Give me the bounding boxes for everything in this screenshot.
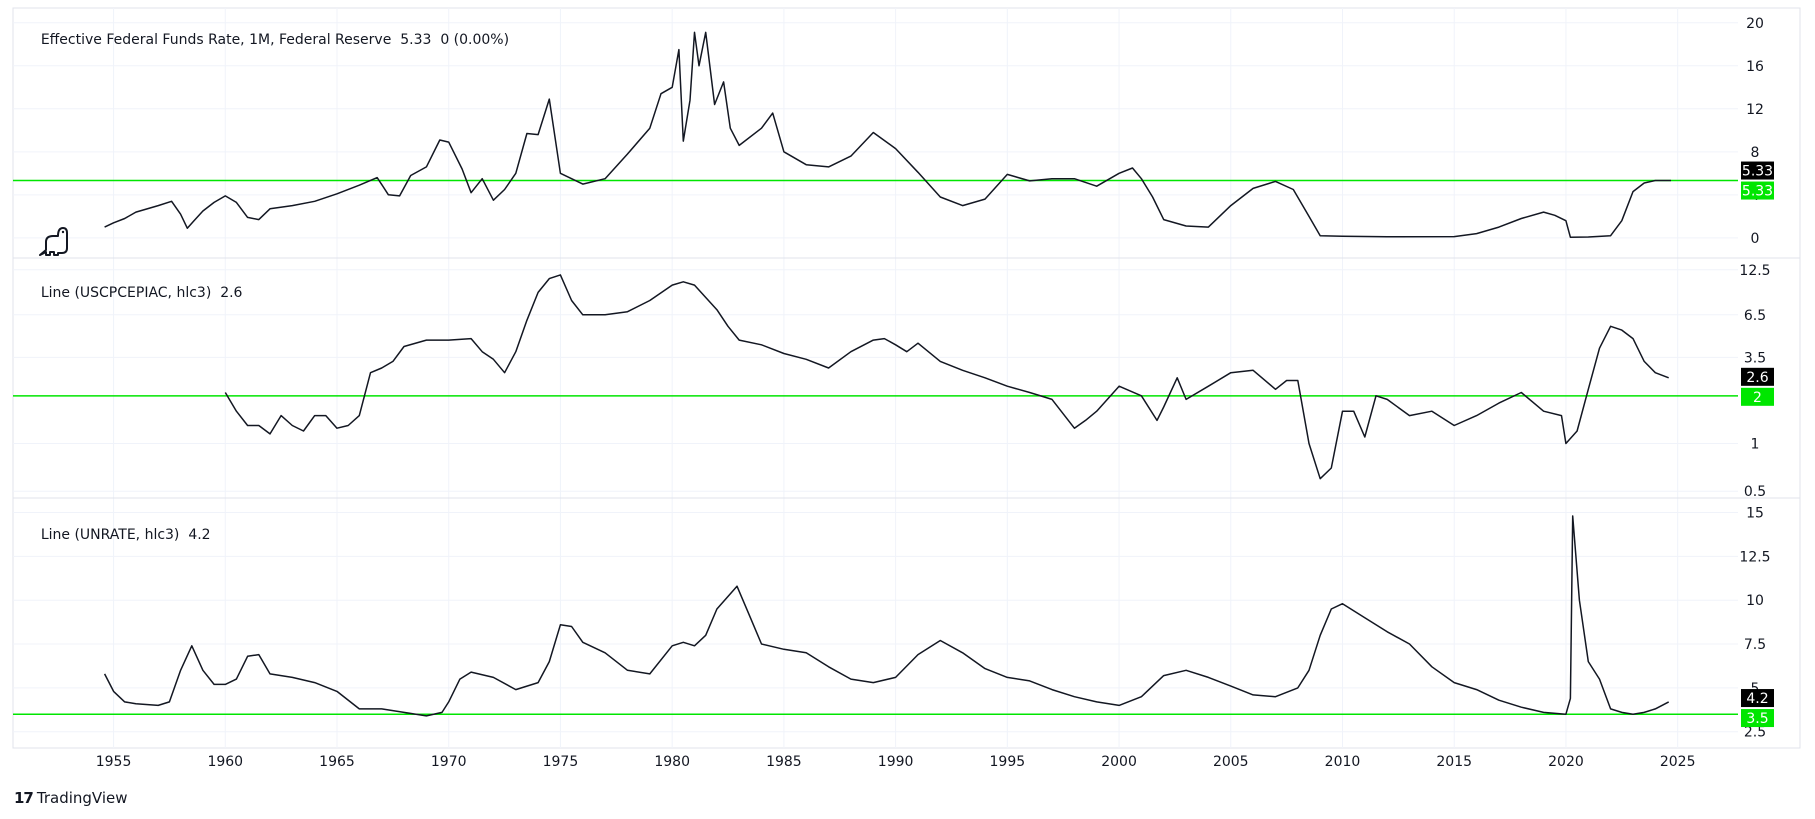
series-line xyxy=(104,31,1671,239)
reference-tag-label: 3.5 xyxy=(1746,711,1768,727)
legend-pce-value: 2.6 xyxy=(220,285,243,301)
x-tick-label: 1960 xyxy=(207,754,243,770)
pane-1: 0.5123.56.512.522.6 xyxy=(13,257,1800,500)
legend-unrate-value: 4.2 xyxy=(188,527,211,543)
x-tick-label: 2015 xyxy=(1436,754,1472,770)
series-line xyxy=(224,274,1669,480)
chart-frame xyxy=(12,7,1801,749)
x-tick-label: 1985 xyxy=(766,754,802,770)
last-value-tag xyxy=(1741,367,1774,386)
y-tick-label: 16 xyxy=(1746,59,1764,75)
y-tick-label: 15 xyxy=(1746,506,1764,522)
y-tick-label: 20 xyxy=(1746,16,1764,32)
last-value-tag xyxy=(1741,689,1774,708)
tradingview-logo-icon: 17 xyxy=(14,789,34,807)
legend-unrate: Line (UNRATE, hlc3) 4.2 xyxy=(23,511,211,559)
y-tick-label: 6.5 xyxy=(1744,308,1766,324)
legend-fedfunds: Effective Federal Funds Rate, 1M, Federa… xyxy=(23,16,509,64)
reference-tag xyxy=(1741,709,1774,728)
legend-unrate-title: Line (UNRATE, hlc3) xyxy=(40,527,180,543)
y-tick-label: 0 xyxy=(1751,231,1760,247)
legend-pce-title: Line (USCPCEPIAC, hlc3) xyxy=(40,285,212,301)
x-tick-label: 2005 xyxy=(1213,754,1249,770)
y-tick-label: 12 xyxy=(1746,102,1764,118)
pane-2: 2.5 5 7.5 10 12.5 15 3.5 4.2 xyxy=(13,497,1800,741)
legend-fedfunds-value: 5.33 xyxy=(400,32,432,48)
x-tick-label: 1995 xyxy=(990,754,1026,770)
x-tick-label: 2010 xyxy=(1325,754,1361,770)
tradingview-brand[interactable]: 17 TradingView xyxy=(14,789,128,807)
y-tick-label: 5 xyxy=(1751,681,1760,697)
legend-pce: Line (USCPCEPIAC, hlc3) 2.6 xyxy=(23,269,243,317)
dinosaur-icon xyxy=(36,224,70,262)
x-tick-label: 1980 xyxy=(654,754,690,770)
x-tick-label: 2025 xyxy=(1660,754,1696,770)
y-tick-label: 8 xyxy=(1751,145,1760,161)
series-line xyxy=(103,515,1670,717)
y-tick-label: 3.5 xyxy=(1744,350,1766,366)
reference-tag xyxy=(1741,181,1774,200)
x-tick-label: 1990 xyxy=(878,754,914,770)
y-tick-label: 10 xyxy=(1746,593,1764,609)
x-tick-label: 1965 xyxy=(319,754,355,770)
reference-tag xyxy=(1741,387,1774,406)
x-tick-label: 2000 xyxy=(1101,754,1137,770)
legend-fedfunds-title: Effective Federal Funds Rate, 1M, Federa… xyxy=(40,32,392,48)
last-value-tag-label: 5.33 xyxy=(1742,164,1773,180)
reference-tag-label: 2 xyxy=(1753,390,1762,406)
x-tick-label: 1955 xyxy=(96,754,132,770)
y-tick-label: 12.5 xyxy=(1739,263,1770,279)
last-value-tag xyxy=(1741,161,1774,180)
pane-0: 0481216205.335.33 xyxy=(13,16,1774,247)
y-tick-label: 2.5 xyxy=(1744,725,1766,741)
reference-tag-label: 5.33 xyxy=(1742,184,1773,200)
y-tick-label: 0.5 xyxy=(1744,484,1766,500)
last-value-tag-label: 2.6 xyxy=(1746,370,1768,386)
x-tick-label: 2020 xyxy=(1548,754,1584,770)
y-tick-label: 12.5 xyxy=(1739,549,1770,565)
x-tick-label: 1970 xyxy=(431,754,467,770)
x-tick-label: 1975 xyxy=(543,754,579,770)
y-tick-label: 1 xyxy=(1751,437,1760,453)
y-tick-label: 7.5 xyxy=(1744,637,1766,653)
last-value-tag-label: 4.2 xyxy=(1746,691,1768,707)
legend-fedfunds-change: 0 (0.00%) xyxy=(440,32,510,48)
tradingview-name: TradingView xyxy=(36,789,128,807)
